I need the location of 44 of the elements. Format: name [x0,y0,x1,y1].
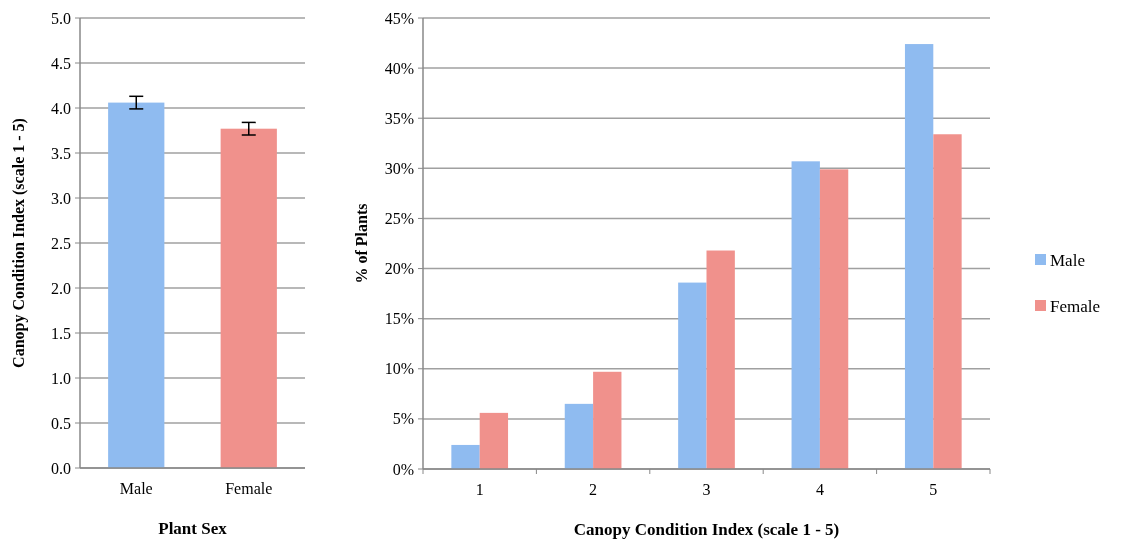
y-tick-label: 2.5 [51,234,71,252]
y-tick-label: 1.0 [51,369,71,387]
y-tick-label: 45% [384,9,414,27]
y-tick-label: 25% [384,210,414,228]
x-axis-title: Canopy Condition Index (scale 1 - 5) [573,520,840,539]
y-tick-label: 35% [384,109,414,127]
legend-label: Male [1050,250,1085,270]
y-tick-label: 40% [384,59,414,77]
y-tick-label: 0.0 [51,459,71,477]
bar [904,44,934,469]
bar [933,134,962,469]
y-tick-label: 15% [384,310,414,328]
y-tick-label: 0% [392,460,414,478]
y-tick-label: 3.0 [51,189,71,207]
x-axis-title: Plant Sex [158,519,228,538]
y-axis-title: % of Plants [353,203,370,284]
legend-label: Female [1050,296,1101,316]
y-tick-label: 4.5 [51,54,71,72]
y-tick-label: 0.5 [51,414,71,432]
bar [593,371,622,469]
x-tick-label: 4 [815,481,824,498]
x-tick-label: Female [225,480,273,497]
bar [479,412,509,469]
x-tick-label: 3 [702,481,711,498]
y-tick-label: 5% [392,410,414,428]
y-axis-title: Canopy Condition Index (scale 1 - 5) [10,118,28,368]
bar [819,169,849,469]
bar [451,444,480,469]
y-tick-label: 20% [384,260,414,278]
y-tick-label: 4.0 [51,99,71,117]
y-tick-label: 1.5 [51,324,71,342]
x-tick-label: 1 [475,481,484,498]
y-tick-label: 3.5 [51,144,71,162]
y-tick-label: 30% [384,159,414,177]
y-tick-label: 2.0 [51,279,71,297]
x-tick-label: Male [119,480,153,497]
bar [564,403,594,469]
y-tick-label: 5.0 [51,9,71,27]
y-tick-label: 10% [384,360,414,378]
x-tick-label: 5 [929,481,938,498]
bar [706,250,735,469]
bar [678,282,707,469]
x-tick-label: 2 [589,481,598,498]
bar [791,161,820,469]
